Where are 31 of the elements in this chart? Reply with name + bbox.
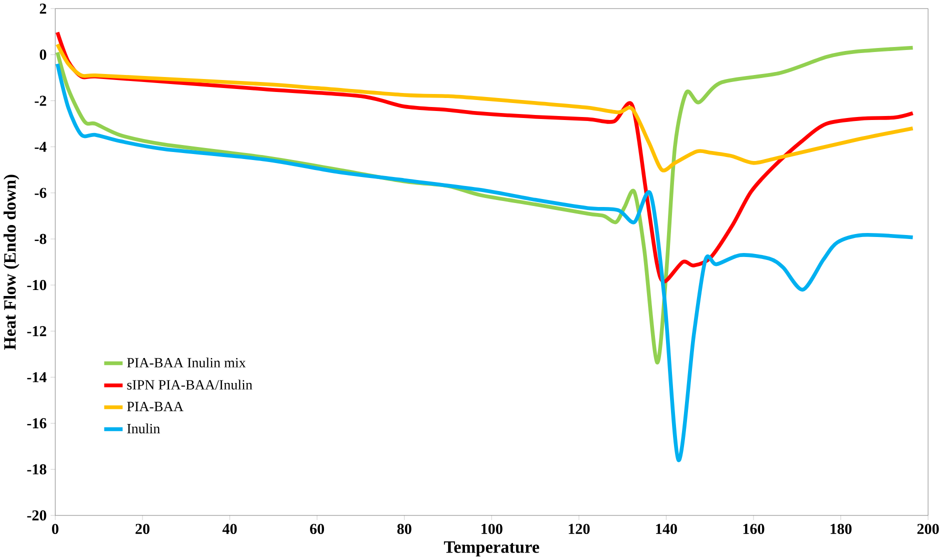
legend-label: PIA-BAA bbox=[127, 402, 184, 412]
legend-label: PIA-BAA Inulin mix bbox=[127, 358, 246, 368]
y-tick-label: -4 bbox=[34, 142, 47, 152]
x-tick-label: 20 bbox=[136, 524, 150, 534]
y-tick-label: -18 bbox=[27, 464, 46, 474]
y-tick-label: 0 bbox=[40, 50, 46, 60]
y-tick-label: -14 bbox=[27, 372, 47, 382]
y-tick-label: -8 bbox=[34, 234, 46, 244]
legend-label: sIPN PIA-BAA/Inulin bbox=[127, 380, 252, 390]
y-tick-label: -20 bbox=[27, 510, 46, 521]
x-tick-label: 60 bbox=[310, 524, 324, 534]
line-series bbox=[56, 62, 915, 462]
x-tick-label: 200 bbox=[917, 524, 939, 534]
y-axis-title: Heat Flow (Endo down) bbox=[4, 174, 20, 350]
x-tick-label: 140 bbox=[656, 524, 677, 534]
y-tick-label: -2 bbox=[34, 96, 46, 106]
y-tick-label: -12 bbox=[27, 326, 46, 336]
legend-label: Inulin bbox=[127, 424, 160, 434]
line-series bbox=[56, 42, 915, 172]
y-tick-label: -16 bbox=[27, 418, 46, 428]
y-tick-label: -6 bbox=[34, 188, 46, 198]
x-tick-label: 0 bbox=[52, 524, 58, 534]
x-tick-label: 100 bbox=[482, 524, 502, 534]
x-tick-label: 180 bbox=[830, 524, 852, 534]
x-tick-label: 120 bbox=[568, 524, 590, 534]
x-axis-title: Temperature bbox=[444, 541, 540, 556]
y-tick-label: 2 bbox=[40, 4, 46, 14]
x-tick-label: 40 bbox=[222, 524, 237, 534]
x-tick-label: 160 bbox=[743, 524, 764, 534]
y-tick-label: -10 bbox=[27, 280, 46, 290]
x-tick-label: 80 bbox=[397, 524, 412, 534]
